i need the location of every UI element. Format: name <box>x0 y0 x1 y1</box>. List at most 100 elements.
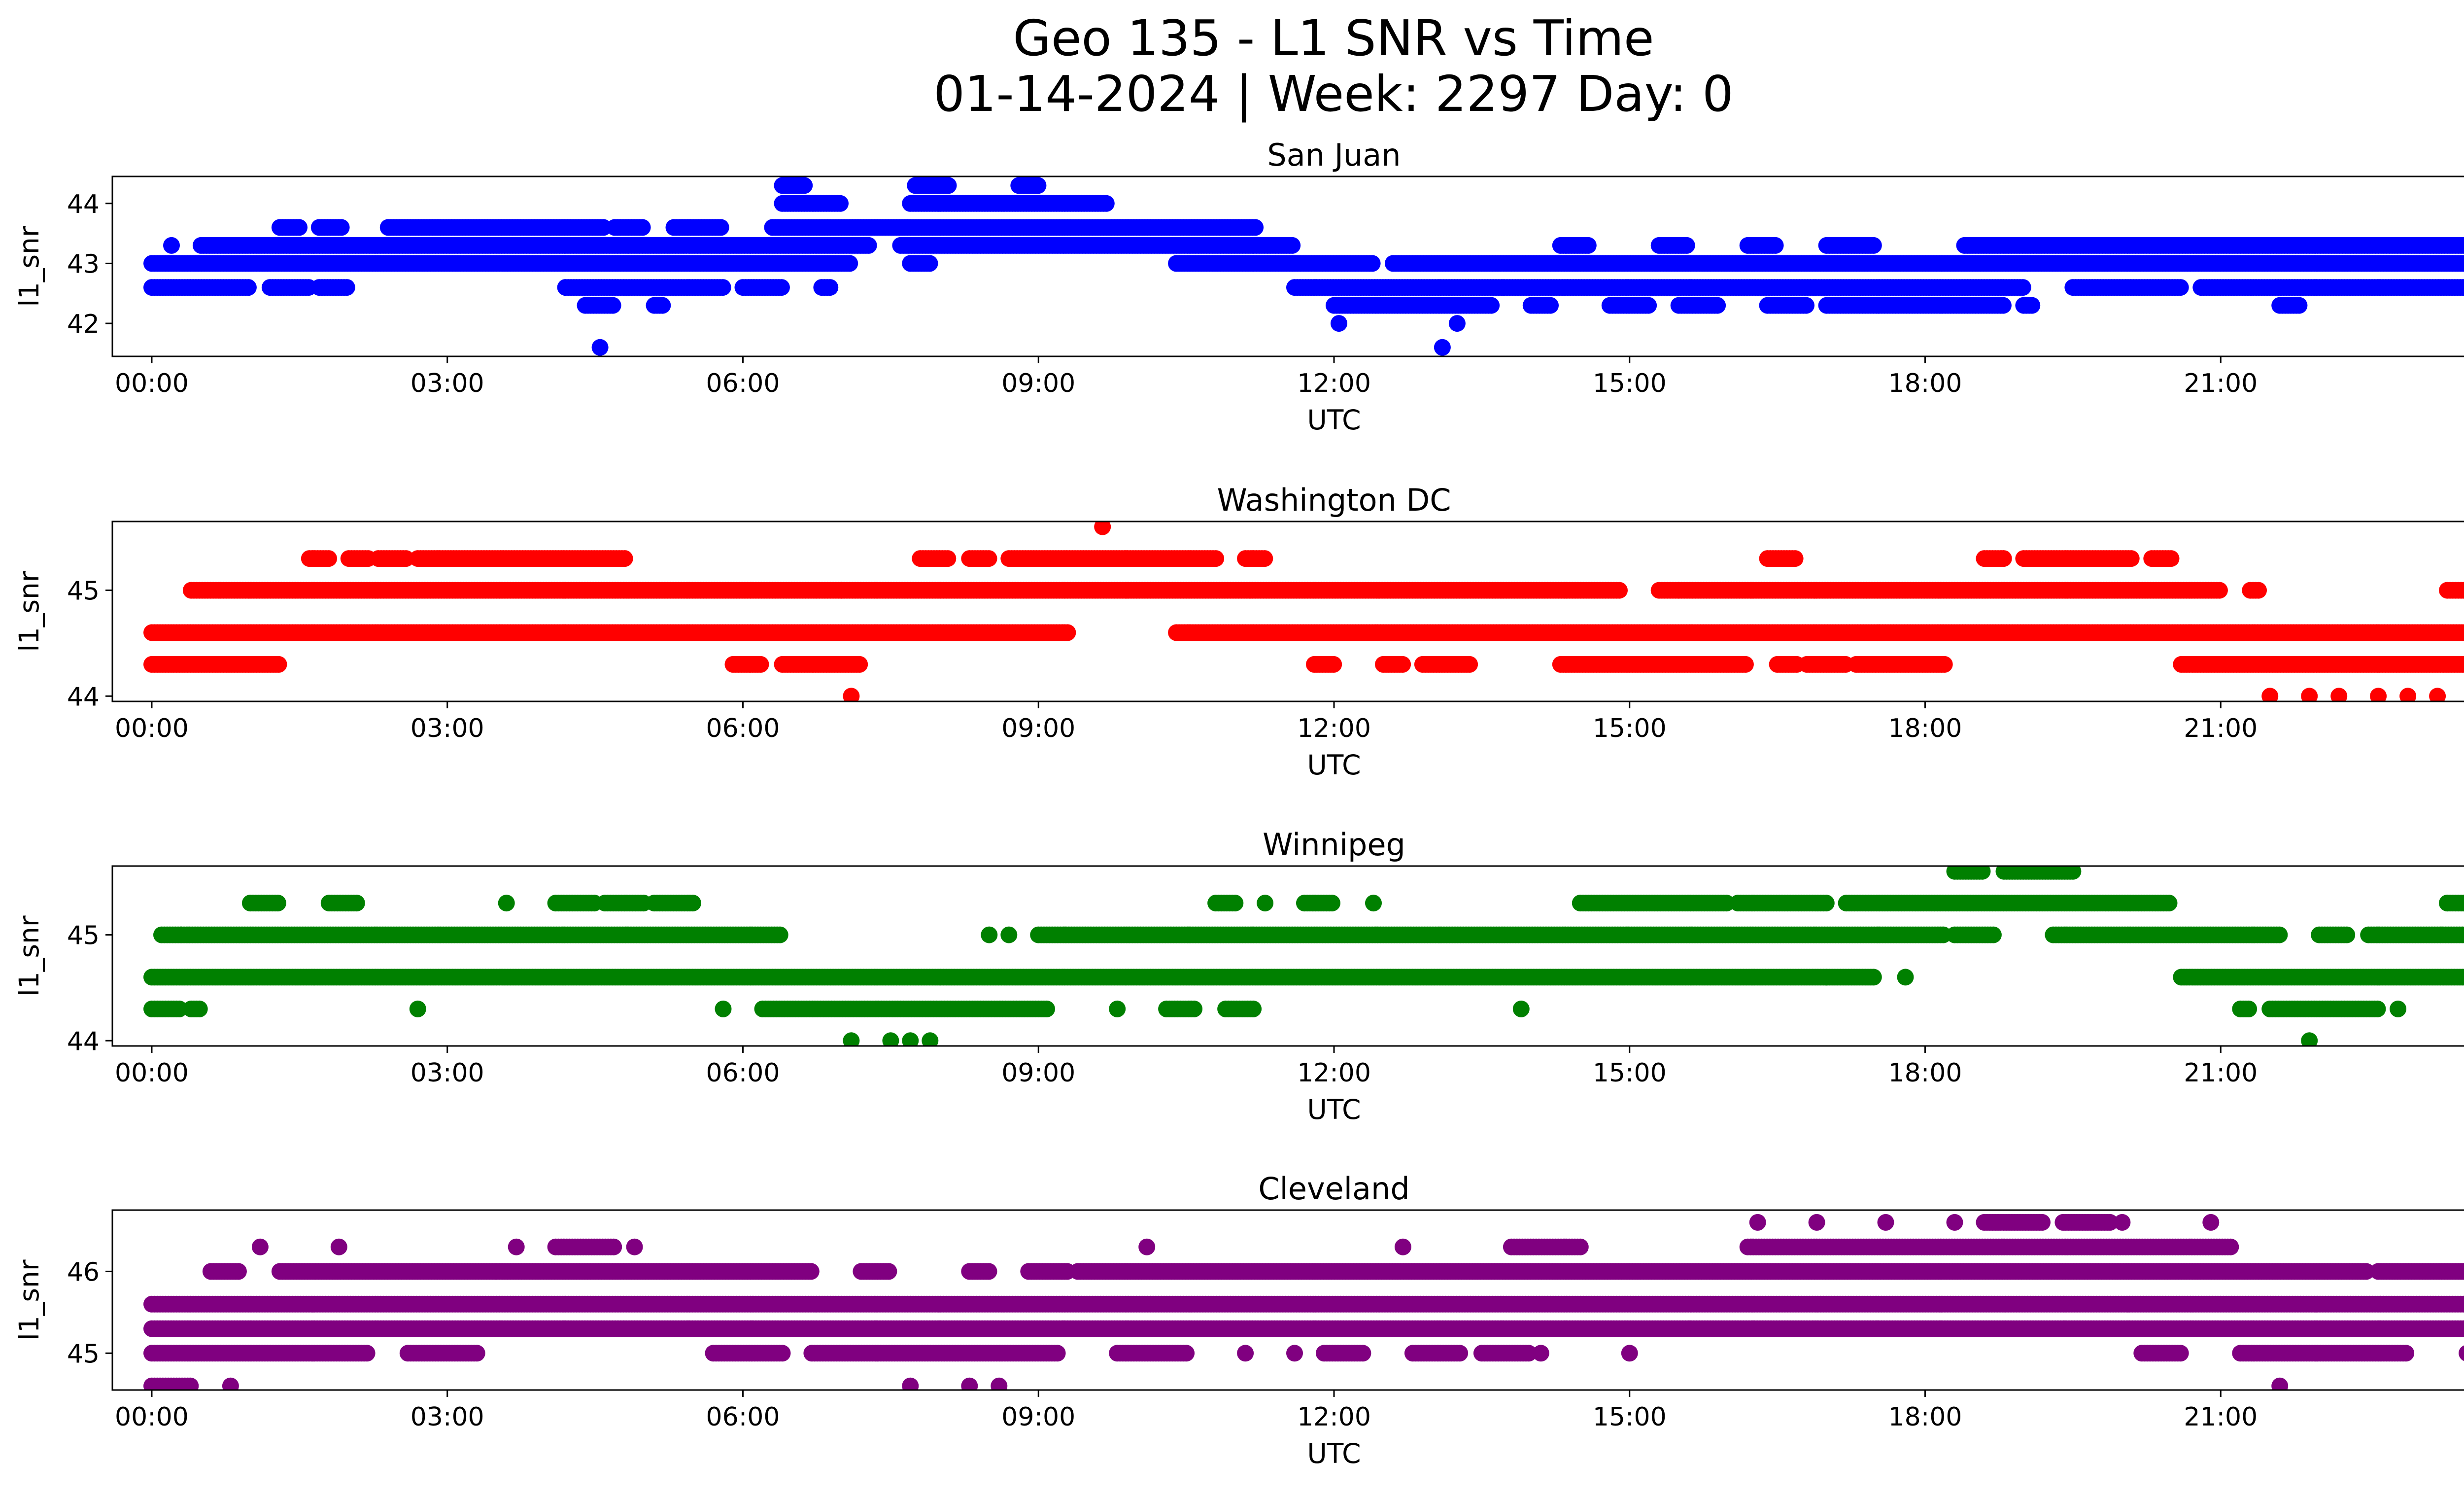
data-point <box>338 279 355 296</box>
data-point <box>832 195 849 212</box>
data-point <box>320 550 337 567</box>
data-point <box>1325 656 1342 673</box>
x-tick-label: 18:00 <box>1888 714 1962 743</box>
data-point <box>1611 582 1628 599</box>
data-point <box>940 177 957 194</box>
x-tick-label: 03:00 <box>411 369 484 398</box>
subplot-title: Washington DC <box>1217 482 1451 518</box>
data-point <box>2462 626 2464 638</box>
data-point <box>1640 297 1657 314</box>
data-point <box>2261 688 2279 701</box>
data-point <box>939 550 957 567</box>
y-tick-label: 43 <box>67 249 100 279</box>
snr-level-band <box>192 237 2464 254</box>
data-point <box>1737 656 1754 673</box>
data-point <box>980 550 997 567</box>
data-point <box>1059 624 1076 641</box>
figure-title-line1: Geo 135 - L1 SNR vs Time <box>1013 9 1654 67</box>
x-tick-label: 03:00 <box>411 714 484 743</box>
x-axis-label: UTC <box>1307 404 1361 436</box>
data-point <box>1579 237 1597 254</box>
data-point <box>1542 297 1559 314</box>
x-tick-label: 12:00 <box>1297 714 1371 743</box>
data-point <box>2461 584 2464 597</box>
snr-level-band <box>182 582 2464 599</box>
data-point <box>1207 550 1225 567</box>
snr-level-band <box>577 297 2308 314</box>
snr-level-band <box>241 895 2464 912</box>
data-point <box>2291 297 2308 314</box>
data-point <box>654 297 671 314</box>
data-point <box>397 550 414 567</box>
y-tick-label: 45 <box>67 577 100 606</box>
data-point <box>2211 582 2228 599</box>
x-tick-label: 18:00 <box>1888 369 1962 398</box>
data-point <box>1936 656 1953 673</box>
y-tick-label: 44 <box>67 682 100 712</box>
data-point <box>843 688 860 701</box>
data-point <box>2023 297 2041 314</box>
data-point <box>634 219 651 236</box>
x-axis-label: UTC <box>1307 749 1361 781</box>
data-point <box>1865 237 1882 254</box>
data-point <box>714 279 731 296</box>
data-point <box>841 255 858 272</box>
data-point <box>752 656 769 673</box>
data-point <box>270 656 287 673</box>
data-point <box>2399 688 2417 701</box>
x-tick-label: 12:00 <box>1297 369 1371 398</box>
x-tick-label: 15:00 <box>1593 369 1667 398</box>
data-point <box>240 279 257 296</box>
data-point <box>1331 315 1347 332</box>
data-point <box>1029 177 1047 194</box>
data-point <box>1709 297 1726 314</box>
data-point <box>821 279 839 296</box>
snr-level-band <box>271 219 1264 236</box>
data-point <box>1798 297 1814 314</box>
data-point <box>2014 279 2031 296</box>
y-axis-label: l1_snr <box>13 571 45 652</box>
x-tick-label: 21:00 <box>2184 714 2258 743</box>
data-point <box>2064 866 2082 880</box>
data-point <box>1767 237 1784 254</box>
data-point <box>796 177 813 194</box>
data-point <box>2330 688 2348 701</box>
data-point <box>1448 315 1466 332</box>
data-series <box>143 866 2464 1046</box>
data-point <box>712 219 729 236</box>
data-point <box>616 550 633 567</box>
data-point <box>851 656 868 673</box>
data-point <box>1364 255 1381 272</box>
snr-level-band <box>774 177 1047 194</box>
data-point <box>2461 256 2464 271</box>
x-tick-label: 09:00 <box>1001 369 1075 398</box>
subplot-title: San Juan <box>1267 137 1401 173</box>
snr-level-band <box>774 195 1115 212</box>
data-point <box>604 297 621 314</box>
data-point <box>1994 297 2012 314</box>
data-point <box>1094 522 1111 535</box>
data-point <box>684 895 701 912</box>
snr-level-band <box>301 550 2180 567</box>
data-point <box>2429 688 2446 701</box>
data-point <box>2301 688 2318 701</box>
snr-level-band <box>143 624 2464 641</box>
data-point <box>2463 283 2464 292</box>
snr-level-band <box>143 656 2464 673</box>
data-point <box>348 895 365 912</box>
data-point <box>2250 582 2267 599</box>
data-point <box>2172 279 2189 296</box>
data-series <box>143 177 2464 356</box>
data-point <box>1974 866 1991 880</box>
y-tick-label: 42 <box>67 310 100 339</box>
y-tick-label: 44 <box>67 190 100 219</box>
data-point <box>1434 339 1451 356</box>
data-point <box>1324 895 1340 912</box>
data-point <box>1394 656 1411 673</box>
data-point <box>1097 195 1115 212</box>
data-point <box>773 279 790 296</box>
x-tick-label: 06:00 <box>706 369 780 398</box>
